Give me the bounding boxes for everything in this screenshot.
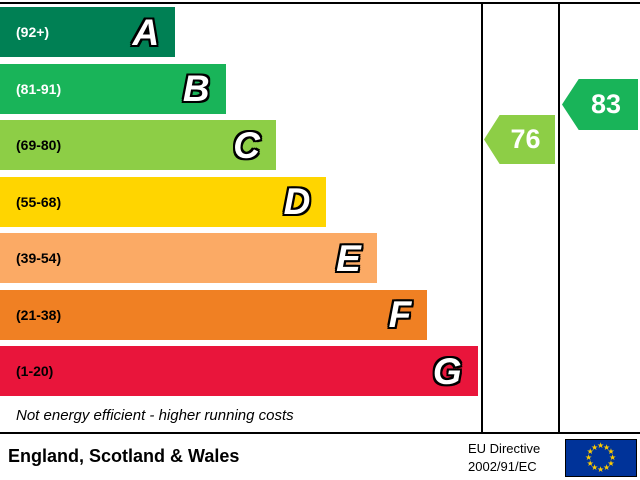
band-range-c: (69-80)	[16, 137, 62, 154]
efficiency-caption: Not energy efficient - higher running co…	[16, 406, 294, 424]
rating-bands: (92+) A (81-91) B (69-80) C (55-68) D (3	[0, 4, 480, 400]
band-row-c: (69-80) C	[0, 117, 480, 174]
band-bar-d: (55-68) D	[0, 176, 327, 227]
band-letter-f: F	[388, 294, 412, 336]
band-row-g: (1-20) G	[0, 343, 480, 400]
band-bar-e: (39-54) E	[0, 233, 377, 284]
potential-rating-arrow: 83	[562, 79, 638, 130]
band-letter-e: E	[336, 237, 361, 279]
top-border-line	[0, 2, 640, 4]
current-rating-arrow: 76	[484, 115, 555, 164]
eu-flag-icon: ★ ★ ★ ★ ★ ★ ★ ★ ★ ★ ★ ★	[565, 439, 637, 477]
current-column-divider	[481, 2, 483, 432]
band-row-a: (92+) A	[0, 4, 480, 61]
band-range-d: (55-68)	[16, 193, 62, 210]
band-letter-c: C	[233, 124, 260, 166]
band-letter-d: D	[283, 181, 311, 223]
band-row-f: (21-38) F	[0, 287, 480, 344]
band-range-e: (39-54)	[16, 250, 62, 267]
band-bar-g: (1-20) G	[0, 346, 478, 397]
band-row-e: (39-54) E	[0, 230, 480, 287]
band-range-b: (81-91)	[16, 80, 62, 97]
band-range-g: (1-20)	[16, 363, 54, 380]
potential-column-divider	[558, 2, 560, 432]
current-rating-value: 76	[510, 124, 541, 154]
band-range-f: (21-38)	[16, 306, 62, 323]
eu-directive-line2: 2002/91/EC	[468, 458, 537, 474]
eu-directive-line1: EU Directive	[468, 441, 541, 456]
potential-rating-value: 83	[590, 89, 622, 119]
band-letter-b: B	[182, 68, 210, 110]
footer: England, Scotland & Wales EU Directive 2…	[0, 432, 640, 480]
eu-directive-label: EU Directive 2002/91/EC	[468, 440, 540, 475]
region-label: England, Scotland & Wales	[8, 446, 240, 466]
band-bar-c: (69-80) C	[0, 120, 276, 171]
band-bar-a: (92+) A	[0, 7, 176, 58]
band-bar-f: (21-38) F	[0, 289, 428, 340]
band-row-b: (81-91) B	[0, 61, 480, 118]
band-letter-g: G	[432, 350, 462, 392]
band-letter-a: A	[132, 11, 160, 53]
band-range-a: (92+)	[16, 24, 50, 41]
band-bar-b: (81-91) B	[0, 63, 226, 114]
band-row-d: (55-68) D	[0, 174, 480, 231]
